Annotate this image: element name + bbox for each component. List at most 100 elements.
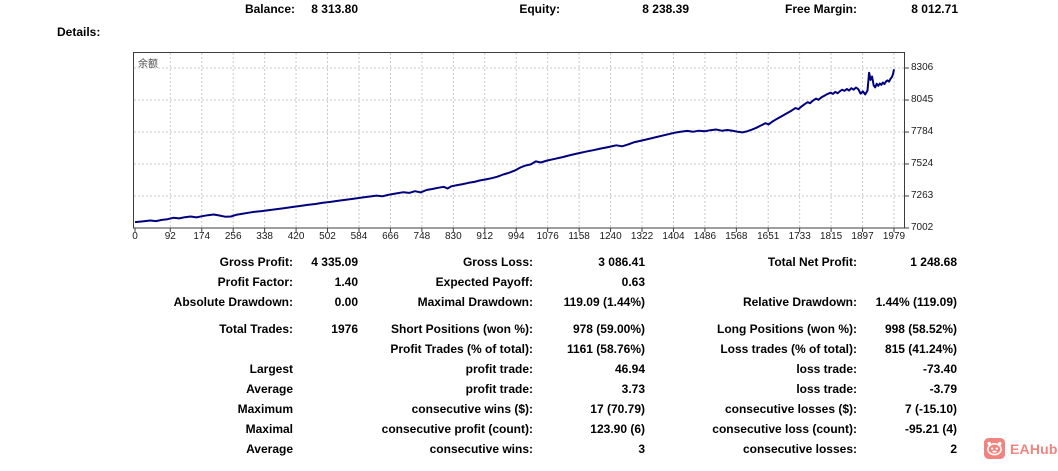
x-tick-label: 748 [413, 231, 431, 242]
stats-row: Gross Profit: 4 335.09 Gross Loss: 3 086.41… [0, 252, 957, 272]
stats-label: Average [246, 382, 293, 396]
stats-label [645, 272, 857, 292]
x-tick-label: 1815 [819, 231, 843, 242]
stats-label: Profit Factor: [217, 275, 293, 289]
stats-label: Total Trades: [219, 322, 293, 336]
stats-value [293, 419, 358, 439]
balance-chart: 余额 [133, 52, 912, 234]
equity-value: 8 238.39 [642, 2, 689, 16]
stats-value: 3.73 [621, 382, 645, 396]
stats-row: Maximal consecutive profit (count): 123.90… [0, 419, 957, 439]
x-tick-label: 584 [350, 231, 368, 242]
balance-value: 8 313.80 [311, 2, 358, 16]
free-margin-value: 8 012.71 [911, 2, 958, 16]
stats-row: Profit Factor: 1.40 Expected Payoff: 0.63 [0, 272, 957, 292]
x-tick-label: 256 [224, 231, 242, 242]
stats-value: 3 [638, 442, 645, 456]
x-tick-label: 174 [193, 231, 211, 242]
stats-value: -3.79 [929, 382, 957, 396]
stats-value [293, 359, 358, 379]
stats-row: Largest profit trade: 46.94 loss trade: -73.… [0, 359, 957, 379]
stats-label: Gross Profit: [219, 255, 293, 269]
stats-label: consecutive profit (count): [381, 422, 533, 436]
stats-label: Long Positions (won %): [717, 322, 857, 336]
details-heading: Details: [57, 25, 101, 39]
x-tick-label: 912 [476, 231, 494, 242]
free-margin-label: Free Margin: [784, 2, 857, 16]
stats-label: consecutive losses: [742, 442, 857, 456]
chart-series-label: 余额 [138, 59, 158, 70]
y-tick-label: 8045 [911, 94, 934, 106]
eahub-logo-icon [984, 438, 1005, 459]
stats-label: Expected Payoff: [435, 275, 533, 289]
stats-value [293, 399, 358, 419]
stats-value: 0.63 [621, 275, 645, 289]
stats-value: -95.21 (4) [904, 422, 957, 436]
x-tick-label: 1979 [882, 231, 906, 242]
stats-value: -73.40 [922, 362, 957, 376]
x-tick-label: 1733 [788, 231, 811, 242]
stats-value [293, 439, 358, 459]
stats-label: Absolute Drawdown: [173, 295, 293, 309]
y-tick-label: 7263 [911, 189, 934, 201]
stats-label: Profit Trades (% of total): [390, 342, 533, 356]
x-tick-label: 92 [164, 231, 176, 242]
x-tick-label: 1158 [568, 231, 590, 242]
stats-value: 815 (41.24%) [884, 342, 957, 356]
stats-label: loss trade: [796, 382, 857, 396]
stats-label: Maximal Drawdown: [417, 295, 533, 309]
stats-value: 123.90 (6) [590, 422, 645, 436]
stats-label: consecutive loss (count): [712, 422, 857, 436]
stats-label [0, 339, 293, 359]
stats-label: profit trade: [465, 362, 533, 376]
x-tick-label: 338 [256, 231, 273, 242]
stats-value: 46.94 [614, 362, 645, 376]
stats-value: 7 (-15.10) [904, 402, 957, 416]
stats-label: consecutive wins ($): [411, 402, 533, 416]
x-tick-label: 420 [287, 231, 305, 242]
y-tick-label: 7002 [911, 222, 934, 233]
stats-value: 0.00 [334, 295, 358, 309]
stats-label: Short Positions (won %): [391, 322, 533, 336]
stats-row: Profit Trades (% of total): 1161 (58.76%)… [0, 339, 957, 359]
stats-value: 1161 (58.76%) [566, 342, 645, 356]
stats-row: Average consecutive wins: 3 consecutive los… [0, 439, 957, 459]
stats-label: consecutive losses ($): [724, 402, 857, 416]
stats-value: 3 086.41 [598, 255, 645, 269]
x-tick-label: 1897 [851, 231, 874, 242]
stats-section-gap [0, 312, 957, 319]
stats-label: Relative Drawdown: [742, 295, 857, 309]
stats-label: Loss trades (% of total): [720, 342, 857, 356]
stats-label: loss trade: [796, 362, 857, 376]
stats-label: Average [246, 442, 293, 456]
stats-value: 998 (58.52%) [884, 322, 957, 336]
equity-label: Equity: [519, 2, 560, 16]
x-tick-label: 502 [319, 231, 336, 242]
y-tick-label: 7524 [911, 157, 934, 169]
x-tick-label: 0 [132, 231, 138, 242]
stats-row: Absolute Drawdown: 0.00 Maximal Drawdown: 1… [0, 292, 957, 312]
x-tick-label: 1404 [662, 231, 685, 242]
x-tick-label: 994 [507, 231, 525, 242]
stats-label: consecutive wins: [429, 442, 533, 456]
y-tick-label: 8306 [911, 62, 934, 73]
balance-label: Balance: [244, 2, 295, 16]
balance-curve-plot [133, 52, 909, 232]
stats-row: Total Trades: 1976 Short Positions (won %)… [0, 319, 957, 339]
x-tick-label: 1240 [599, 231, 622, 242]
stats-label: Total Net Profit: [767, 255, 857, 269]
x-tick-label: 830 [444, 231, 462, 242]
report-statistics-table: Gross Profit: 4 335.09 Gross Loss: 3 086.41… [0, 252, 957, 459]
stats-value: 17 (70.79) [590, 402, 645, 416]
stats-row: Average profit trade: 3.73 loss trade: -3.79 [0, 379, 957, 399]
stats-value: 119.09 (1.44%) [563, 295, 645, 309]
y-tick-label: 7784 [911, 126, 934, 138]
eahub-watermark-text: EAHub [1010, 440, 1058, 457]
stats-label: Largest [249, 362, 293, 376]
stats-value [293, 379, 358, 399]
stats-value: 2 [950, 442, 957, 456]
stats-value: 1.44% (119.09) [875, 295, 957, 309]
x-tick-label: 1076 [536, 231, 559, 242]
x-tick-label: 1651 [757, 231, 780, 242]
